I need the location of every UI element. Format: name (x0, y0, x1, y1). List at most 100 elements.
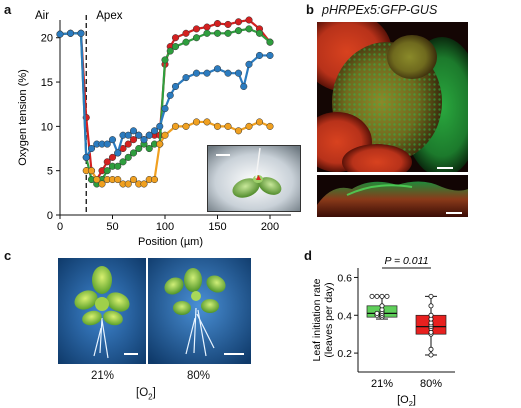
data-point-red (234, 18, 243, 26)
data-point-green (182, 38, 190, 46)
x-axis-label: [O2] (397, 394, 416, 408)
data-point-green (124, 153, 132, 161)
data-point-blue (192, 69, 201, 77)
y-tick-label: 15 (41, 77, 53, 89)
data-point (428, 303, 434, 309)
y-tick-label: 20 (41, 33, 53, 45)
data-point-green (224, 29, 232, 37)
data-point (428, 293, 434, 299)
data-point-orange (150, 175, 159, 184)
x-tick-label: 50 (106, 221, 118, 233)
data-point-blue (255, 51, 264, 60)
data-point-orange (114, 175, 122, 184)
data-point-blue (245, 60, 253, 68)
seedling-inset-photo (207, 145, 301, 212)
data-point-orange (129, 175, 138, 184)
data-point-orange (266, 122, 274, 130)
data-point-blue (66, 29, 75, 37)
data-point-blue (166, 91, 174, 99)
x-tick-label: 200 (261, 221, 279, 233)
data-point (374, 310, 380, 316)
y-axis-label-units: (leaves per day) (323, 282, 335, 357)
data-point-blue (266, 51, 274, 60)
panel-b-title: pHRPEx5:GFP-GUS (322, 3, 438, 17)
data-point-orange (161, 131, 169, 139)
label-21: 21% (91, 370, 115, 382)
y-tick-label: 0.6 (337, 272, 352, 284)
data-point (428, 352, 434, 358)
panel-c-axis-label: [O2] (136, 387, 156, 402)
data-point-orange (98, 180, 106, 188)
data-point-green (245, 25, 253, 33)
confocal-side-view (317, 175, 468, 217)
y-axis-label: Leaf initiation rate (311, 278, 323, 361)
data-point-blue (77, 29, 85, 37)
data-point-blue (140, 136, 148, 144)
y-tick-label: 0.2 (337, 348, 352, 360)
data-point-red (182, 29, 190, 37)
data-point-red (124, 140, 132, 148)
y-tick-label: 0.4 (337, 310, 352, 322)
data-point-blue (108, 136, 117, 144)
data-point-orange (245, 122, 253, 130)
data-point-green (119, 158, 127, 166)
data-point-blue (156, 122, 164, 130)
region-label-air: Air (35, 10, 49, 22)
data-point-orange (87, 167, 96, 175)
panel-letter-c: c (4, 248, 12, 263)
data-point-orange (255, 118, 264, 126)
data-point (384, 293, 390, 299)
data-point-red (171, 34, 180, 42)
region-label-apex: Apex (96, 10, 122, 22)
data-point-red (108, 153, 117, 161)
data-point-green (129, 149, 138, 157)
data-point-red (129, 136, 138, 144)
panel-letter-b: b (306, 2, 314, 17)
y-tick-label: 10 (41, 121, 53, 133)
data-point-blue (240, 82, 248, 91)
data-point (428, 346, 434, 352)
data-point (369, 293, 375, 299)
data-point-orange (203, 118, 211, 126)
data-point-blue (124, 131, 132, 139)
data-point-orange (171, 122, 180, 130)
data-point (379, 293, 385, 299)
data-point-orange (213, 122, 222, 130)
data-point-green (171, 43, 180, 51)
x-tick-label: 80% (420, 378, 442, 390)
data-point-red (103, 158, 111, 166)
data-point-blue (171, 82, 180, 91)
data-point-blue (114, 149, 122, 157)
data-point-orange (182, 122, 190, 130)
data-point-blue (56, 30, 64, 38)
y-tick-label: 0 (47, 210, 53, 222)
data-point-green (166, 47, 174, 55)
data-point-blue (145, 131, 153, 139)
data-point-green (103, 167, 111, 175)
data-point-green (255, 29, 264, 37)
seedling-photo-21 (58, 258, 146, 364)
data-point-red (245, 16, 253, 24)
data-point-green (266, 38, 274, 46)
oxygen-tension-chart: 0 50 100 150 200 0 5 10 15 20 Position (µm) Oxygen … (17, 10, 291, 248)
data-point-blue (182, 74, 190, 82)
data-point-red (213, 19, 222, 28)
data-point-orange (93, 175, 101, 184)
data-point-orange (140, 180, 148, 188)
data-point-blue (82, 153, 90, 161)
p-value-label: P = 0.011 (384, 255, 428, 267)
data-point-blue (129, 127, 138, 135)
data-point-green (192, 34, 201, 42)
data-point-blue (213, 65, 222, 73)
seedling-photo-80 (148, 258, 251, 364)
data-point-green (114, 162, 122, 170)
data-point-orange (192, 118, 201, 126)
data-point-red (224, 20, 232, 28)
data-point-blue (234, 69, 243, 77)
confocal-top-view (317, 22, 468, 172)
panel-letter-d: d (304, 248, 312, 263)
x-tick-label: 21% (371, 378, 393, 390)
data-point-green (135, 144, 143, 153)
data-point-green (234, 27, 243, 35)
data-point (428, 312, 434, 318)
